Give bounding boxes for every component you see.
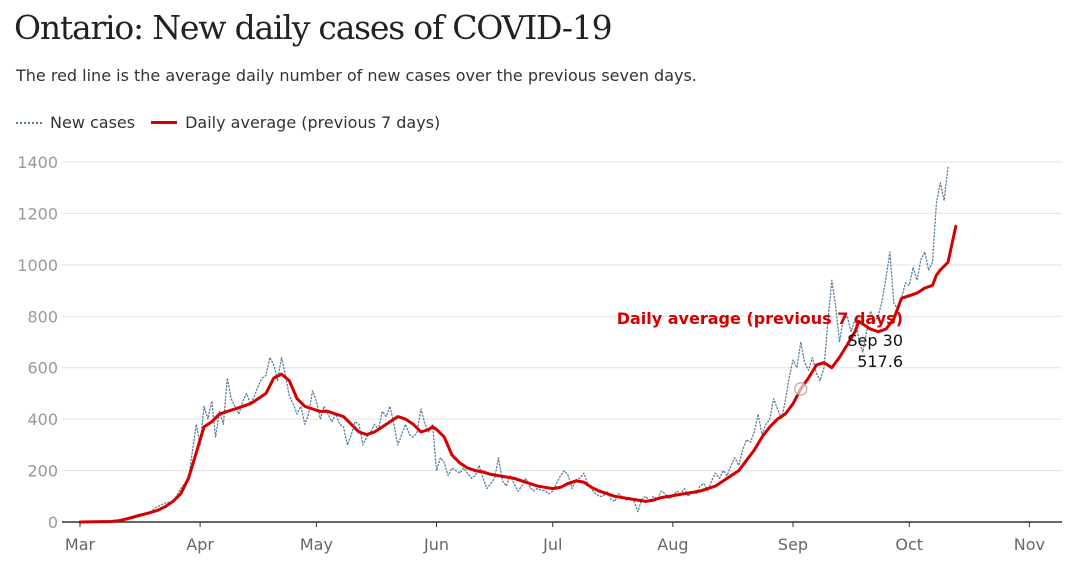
x-tick-label: Nov — [1014, 535, 1045, 554]
annotation-value-label: 517.6 — [857, 352, 903, 371]
x-tick-label: Aug — [657, 535, 688, 554]
legend-key-dotted — [16, 121, 42, 124]
y-tick-label: 1200 — [17, 204, 58, 223]
x-tick-label: May — [300, 535, 333, 554]
chart-title: Ontario: New daily cases of COVID-19 — [14, 8, 613, 47]
x-tick-label: Jun — [423, 535, 449, 554]
y-tick-label: 800 — [27, 307, 58, 326]
y-tick-label: 400 — [27, 410, 58, 429]
annotation-date-label: Sep 30 — [847, 331, 903, 350]
legend-item-daily-average: Daily average (previous 7 days) — [151, 113, 440, 132]
y-tick-label: 0 — [48, 513, 58, 532]
chart-subtitle: The red line is the average daily number… — [16, 66, 697, 85]
x-tick-label: Mar — [65, 535, 96, 554]
legend-key-solid — [151, 121, 178, 124]
legend-label-new-cases: New cases — [50, 113, 136, 132]
annotation-marker — [794, 382, 808, 396]
y-tick-label: 200 — [27, 462, 58, 481]
series-line-new-cases — [79, 166, 949, 523]
annotation-series-label: Daily average (previous 7 days) — [617, 309, 903, 328]
y-tick-label: 1000 — [17, 256, 58, 275]
y-tick-label: 1400 — [17, 153, 58, 172]
x-tick-label: Sep — [778, 535, 808, 554]
x-tick-label: Oct — [895, 535, 923, 554]
series-line-daily-average — [78, 224, 958, 524]
legend: New cases Daily average (previous 7 days… — [16, 113, 456, 132]
legend-label-daily-average: Daily average (previous 7 days) — [185, 113, 441, 132]
legend-item-new-cases: New cases — [16, 113, 135, 132]
x-tick-label: Jul — [542, 535, 562, 554]
x-tick-label: Apr — [186, 535, 214, 554]
y-tick-label: 600 — [27, 359, 58, 378]
